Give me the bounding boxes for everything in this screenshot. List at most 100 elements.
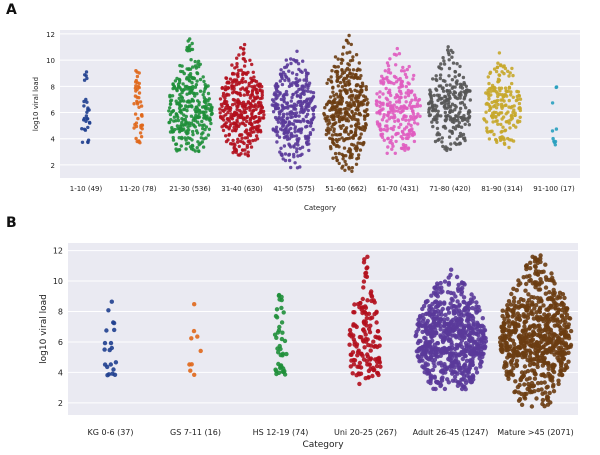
data-point-a-5: [355, 89, 359, 94]
data-point-b-3: [360, 353, 365, 358]
data-point-a-7: [441, 144, 445, 149]
data-point-a-3: [226, 110, 230, 115]
data-point-a-4: [288, 121, 292, 125]
data-point-a-2: [209, 121, 213, 126]
data-point-a-5: [355, 83, 359, 87]
data-point-a-6: [404, 91, 408, 95]
x-tick-label-b-1: GS 7-11 (16): [170, 428, 221, 437]
data-point-a-3: [240, 148, 245, 152]
data-point-a-8: [502, 136, 506, 140]
data-point-a-5: [337, 119, 342, 124]
data-point-b-5: [561, 356, 567, 361]
data-point-a-6: [385, 119, 389, 123]
data-point-a-6: [396, 131, 400, 136]
data-point-b-5: [543, 262, 548, 267]
data-point-a-5: [345, 80, 350, 84]
data-point-b-4: [467, 300, 472, 306]
data-point-b-5: [529, 310, 534, 315]
data-point-b-4: [415, 340, 421, 346]
data-point-a-2: [191, 99, 196, 103]
data-point-b-5: [545, 296, 551, 302]
data-point-a-2: [185, 132, 189, 136]
data-point-a-4: [305, 100, 309, 105]
data-point-a-3: [250, 115, 254, 120]
data-point-a-7: [450, 86, 454, 91]
data-point-a-4: [296, 83, 300, 88]
data-point-a-6: [389, 93, 393, 98]
data-point-a-6: [416, 99, 420, 103]
data-point-a-4: [302, 85, 307, 89]
data-point-a-8: [518, 106, 522, 111]
data-point-a-3: [239, 87, 243, 91]
data-point-a-5: [337, 133, 342, 137]
data-point-b-4: [456, 282, 461, 288]
data-point-a-4: [289, 165, 293, 170]
data-point-a-7: [451, 50, 455, 55]
data-point-a-7: [435, 93, 440, 97]
data-point-a-4: [274, 82, 279, 86]
data-point-b-0: [109, 299, 115, 304]
data-point-a-2: [171, 138, 176, 142]
data-point-b-3: [361, 339, 366, 344]
data-point-a-3: [246, 90, 250, 94]
data-point-b-4: [448, 301, 453, 306]
data-point-a-5: [331, 85, 335, 90]
data-point-a-4: [280, 76, 284, 81]
data-point-a-3: [233, 143, 237, 147]
data-point-a-2: [191, 65, 195, 69]
data-point-b-5: [538, 296, 543, 301]
data-point-a-5: [335, 75, 339, 79]
data-point-a-4: [287, 84, 292, 89]
data-point-a-4: [289, 104, 293, 108]
data-point-b-4: [437, 319, 443, 324]
x-tick-label-a-2: 21-30 (536): [169, 185, 211, 193]
data-point-b-4: [449, 339, 454, 345]
data-point-a-4: [284, 58, 288, 62]
data-point-a-2: [196, 99, 200, 103]
data-point-b-5: [509, 291, 514, 297]
data-point-b-3: [368, 316, 373, 321]
data-point-a-5: [364, 123, 368, 127]
data-point-a-4: [286, 106, 290, 110]
data-point-a-2: [200, 119, 204, 124]
data-point-a-4: [310, 106, 314, 111]
data-point-a-2: [174, 99, 178, 103]
data-point-a-8: [501, 125, 505, 129]
data-point-b-5: [523, 319, 529, 324]
data-point-a-6: [404, 84, 408, 89]
data-point-b-5: [543, 333, 548, 338]
data-point-a-2: [208, 118, 212, 123]
data-point-b-4: [441, 324, 447, 329]
data-point-a-8: [499, 102, 504, 107]
data-point-b-5: [512, 341, 517, 347]
data-point-a-8: [486, 91, 491, 95]
data-point-a-2: [207, 127, 212, 131]
data-point-a-7: [459, 125, 464, 129]
data-point-a-3: [252, 99, 256, 103]
data-point-a-4: [287, 142, 291, 146]
data-point-a-5: [335, 72, 339, 77]
data-point-b-4: [434, 316, 439, 321]
data-point-b-5: [546, 366, 551, 371]
data-point-b-5: [523, 329, 528, 334]
data-point-a-3: [230, 129, 235, 133]
data-point-a-6: [399, 85, 403, 89]
data-point-b-5: [545, 394, 550, 399]
x-tick-label-b-3: Uni 20-25 (267): [334, 428, 397, 437]
data-point-b-3: [373, 343, 378, 349]
data-point-b-4: [429, 357, 435, 363]
data-point-a-4: [279, 68, 283, 72]
data-point-b-5: [557, 340, 562, 345]
data-point-a-7: [461, 75, 466, 80]
data-point-a-4: [289, 61, 293, 66]
data-point-a-6: [375, 92, 379, 96]
data-point-b-2: [278, 363, 284, 368]
data-point-b-5: [498, 335, 503, 341]
data-point-a-3: [226, 107, 231, 111]
data-point-b-2: [279, 305, 284, 311]
data-point-b-5: [522, 352, 527, 357]
data-point-a-6: [384, 86, 388, 91]
data-point-a-4: [285, 134, 290, 139]
data-point-a-4: [278, 127, 283, 131]
x-tick-label-a-6: 61-70 (431): [377, 185, 419, 193]
